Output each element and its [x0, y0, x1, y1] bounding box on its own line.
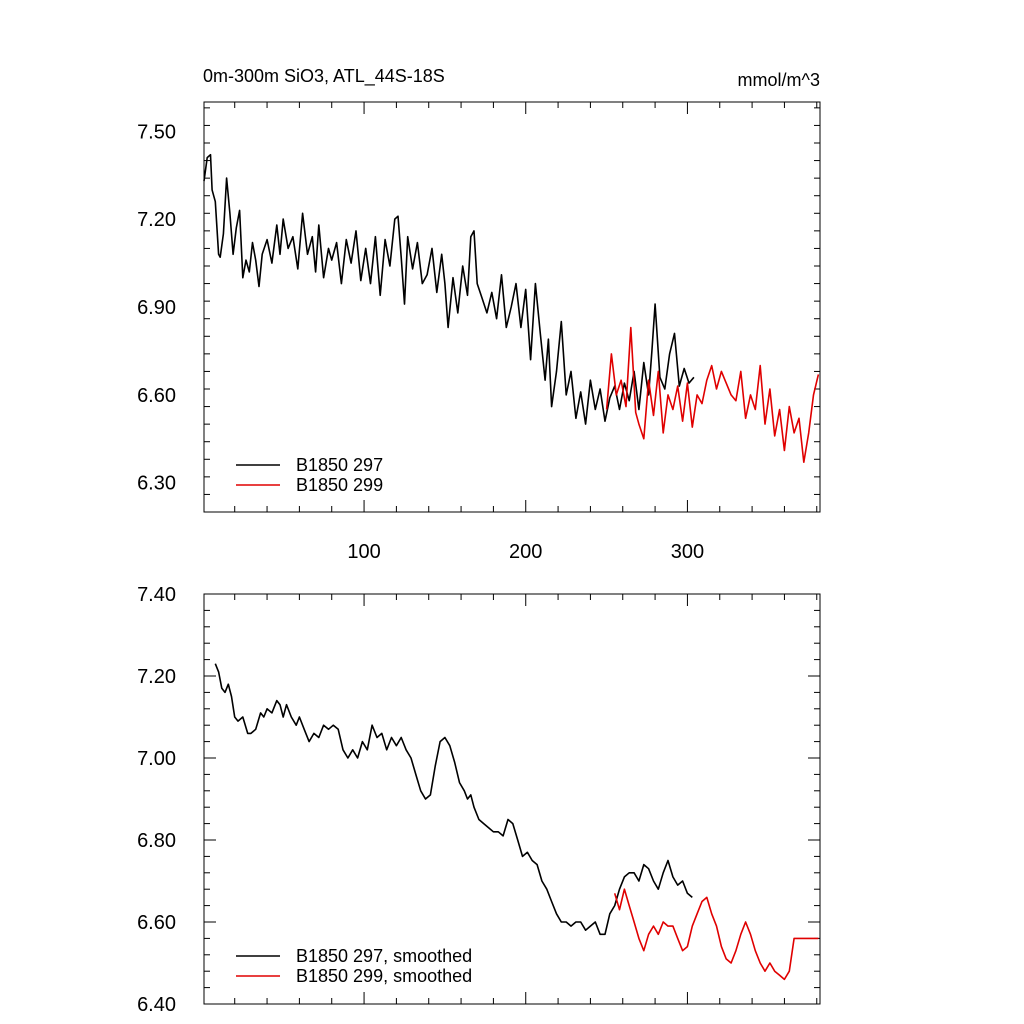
x-tick-label: 300 — [671, 541, 704, 563]
units-label: mmol/m^3 — [738, 70, 820, 90]
plot-frame — [203, 593, 821, 1005]
legend-label: B1850 299 — [296, 475, 383, 495]
x-tick-label: 200 — [509, 541, 542, 563]
y-tick-label: 7.20 — [137, 666, 176, 688]
legend-label: B1850 297, smoothed — [296, 946, 472, 966]
chart-title: 0m-300m SiO3, ATL_44S-18S — [203, 66, 445, 87]
x-tick-label: 100 — [347, 541, 380, 563]
series-line-299 — [605, 326, 820, 464]
y-tick-label: 6.80 — [137, 830, 176, 852]
y-tick-label: 7.40 — [137, 584, 176, 606]
series-line-297 — [203, 153, 695, 425]
legend-label: B1850 299, smoothed — [296, 966, 472, 986]
y-tick-label: 6.60 — [137, 385, 176, 407]
series-line-299 — [613, 888, 819, 981]
y-tick-label: 6.30 — [137, 473, 176, 495]
legend-label: B1850 297 — [296, 455, 383, 475]
y-tick-label: 7.50 — [137, 121, 176, 143]
y-tick-label: 7.00 — [137, 748, 176, 770]
y-tick-label: 6.60 — [137, 912, 176, 934]
top-panel: 6.30 6.60 6.90 7.20 7.50 100 200 300 B1850 297B1… — [137, 101, 821, 563]
y-tick-label: 6.40 — [137, 994, 176, 1016]
series-line-297 — [214, 663, 693, 936]
bottom-panel: 6.40 6.60 6.80 7.00 7.20 7.40 B1850 297, smoot… — [137, 584, 821, 1016]
y-tick-label: 7.20 — [137, 209, 176, 231]
y-tick-label: 6.90 — [137, 297, 176, 319]
plot-frame — [203, 101, 821, 513]
